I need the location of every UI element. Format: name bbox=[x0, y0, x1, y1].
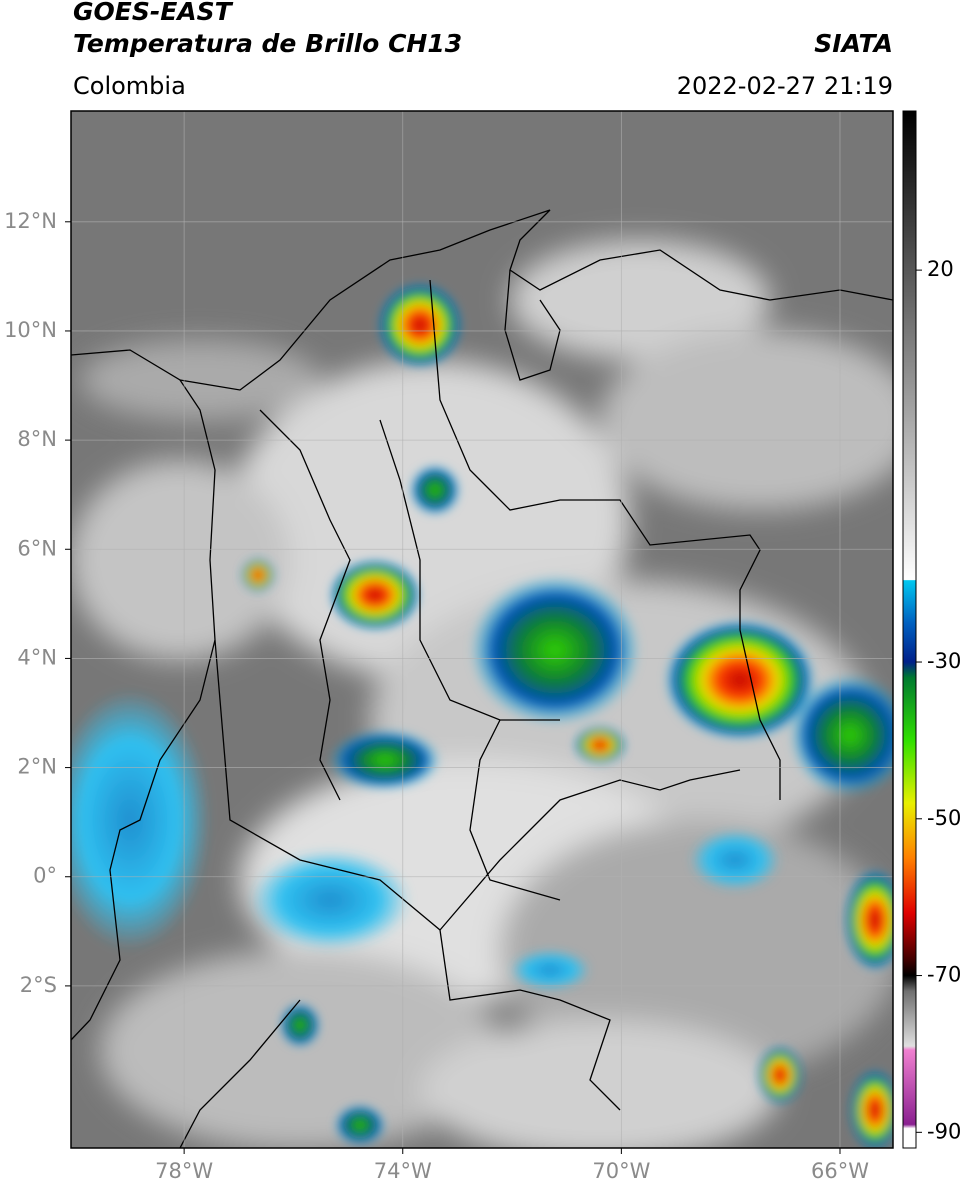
satellite-image bbox=[71, 111, 893, 1148]
y-tick-label: 4°N bbox=[17, 645, 57, 669]
timestamp: 2022-02-27 21:19 bbox=[677, 72, 893, 100]
y-tick-label: 8°N bbox=[17, 427, 57, 451]
colorbar-tick-label: -50 bbox=[927, 806, 961, 830]
y-tick-label: 2°S bbox=[20, 973, 57, 997]
x-tick-label: 74°W bbox=[374, 1159, 432, 1183]
y-tick-label: 12°N bbox=[4, 209, 57, 233]
y-tick-label: 10°N bbox=[4, 318, 57, 342]
cold-tops bbox=[71, 283, 893, 1148]
source: SIATA bbox=[814, 29, 893, 58]
y-tick-label: 0° bbox=[33, 864, 57, 888]
colorbar-tick-label: -70 bbox=[927, 963, 961, 987]
colorbar-tick-label: -90 bbox=[927, 1119, 961, 1143]
borders bbox=[71, 209, 893, 1148]
x-tick-label: 70°W bbox=[592, 1159, 650, 1183]
region: Colombia bbox=[73, 72, 186, 100]
x-tick-label: 66°W bbox=[811, 1159, 869, 1183]
product: Temperatura de Brillo CH13 bbox=[73, 29, 462, 58]
x-tick-label: 78°W bbox=[155, 1159, 213, 1183]
map-frame bbox=[70, 110, 894, 1149]
y-tick-label: 6°N bbox=[17, 536, 57, 560]
colorbar-tick-label: 20 bbox=[927, 257, 954, 281]
y-tick-label: 2°N bbox=[17, 755, 57, 779]
gridlines bbox=[71, 111, 893, 1148]
colorbar bbox=[902, 110, 917, 1149]
satellite: GOES-EAST bbox=[73, 0, 234, 26]
colorbar-tick-label: -30 bbox=[927, 649, 961, 673]
